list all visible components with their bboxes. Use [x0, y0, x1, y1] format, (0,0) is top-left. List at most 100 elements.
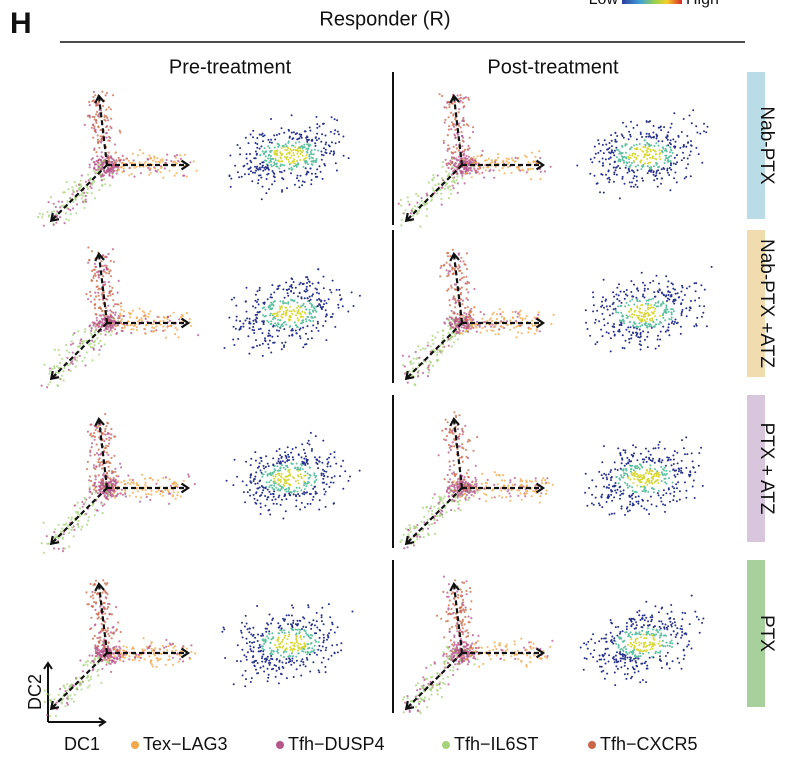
cell-point: [67, 368, 70, 371]
density-point: [631, 313, 634, 316]
density-point: [632, 324, 634, 327]
density-point: [314, 142, 317, 145]
cell-point: [120, 466, 123, 469]
cell-point: [114, 303, 117, 306]
density-point: [667, 160, 670, 163]
density-point: [281, 160, 284, 163]
cell-point: [488, 170, 491, 173]
density-point: [601, 164, 604, 167]
cell-point: [449, 192, 453, 195]
cell-point: [422, 347, 425, 350]
cell-point: [89, 178, 92, 181]
density-point: [284, 480, 287, 483]
cell-point: [447, 187, 450, 190]
cell-point: [413, 205, 416, 208]
cell-point: [452, 156, 456, 159]
cell-point: [440, 192, 443, 195]
density-point: [295, 486, 298, 489]
density-point: [625, 289, 628, 291]
cell-point: [482, 313, 486, 316]
cell-point: [140, 319, 143, 322]
density-point: [647, 331, 650, 334]
density-point: [650, 319, 653, 322]
cell-point: [139, 172, 142, 175]
density-point: [277, 285, 280, 288]
cell-point: [94, 274, 97, 277]
density-point: [279, 300, 282, 303]
density-point: [255, 471, 258, 474]
cell-point: [428, 363, 431, 366]
cell-point: [447, 288, 450, 291]
density-point: [653, 304, 656, 306]
cell-point: [80, 174, 83, 177]
density-point: [250, 481, 253, 484]
cell-point: [95, 465, 98, 468]
cell-point: [57, 348, 60, 352]
density-point: [688, 309, 691, 312]
density-point: [654, 315, 657, 318]
density-point: [270, 301, 273, 304]
cell-point: [447, 116, 450, 119]
density-point: [252, 326, 255, 328]
density-point: [644, 322, 647, 325]
density-point: [260, 457, 263, 459]
cell-point: [42, 551, 45, 554]
density-point: [318, 298, 321, 301]
density-point: [280, 464, 283, 467]
cell-point: [163, 329, 166, 332]
cell-point: [97, 167, 100, 170]
density-point: [669, 148, 672, 151]
density-point: [612, 166, 615, 169]
cell-point: [109, 275, 113, 278]
density-point: [594, 152, 597, 155]
density-point: [308, 312, 311, 315]
density-point: [294, 324, 297, 327]
cell-point: [422, 371, 425, 375]
density-point: [310, 149, 313, 152]
trajectory-plot: [399, 411, 554, 550]
cell-point: [144, 489, 147, 492]
density-point: [625, 161, 628, 164]
cell-point: [507, 488, 510, 491]
density-point: [280, 315, 283, 318]
density-point: [271, 170, 274, 172]
cell-point: [118, 129, 121, 132]
cell-point: [113, 490, 116, 493]
density-point: [305, 343, 308, 346]
cell-point: [96, 138, 100, 141]
cell-point: [65, 180, 68, 184]
density-point: [325, 339, 328, 342]
density-point: [332, 150, 335, 153]
cell-point: [120, 481, 123, 484]
cell-point: [95, 104, 98, 107]
density-point: [615, 173, 618, 176]
density-point: [293, 158, 296, 161]
cell-point: [93, 147, 96, 150]
cell-point: [97, 294, 100, 297]
density-point: [289, 156, 292, 159]
density-point: [333, 456, 336, 459]
density-point: [667, 326, 670, 329]
cell-point: [67, 527, 70, 530]
cell-point: [90, 279, 94, 283]
density-point: [673, 112, 676, 115]
density-point: [623, 156, 626, 158]
cell-point: [519, 478, 522, 481]
cell-point: [97, 158, 100, 161]
cell-point: [456, 182, 459, 185]
cell-point: [100, 260, 103, 263]
cell-point: [59, 206, 62, 209]
density-point: [262, 320, 265, 323]
density-point: [670, 318, 673, 321]
density-point: [287, 301, 290, 304]
cell-point: [495, 317, 498, 321]
density-point: [636, 169, 639, 172]
density-point: [261, 475, 264, 478]
cell-point: [101, 183, 104, 186]
density-point: [279, 467, 282, 470]
density-point: [268, 473, 271, 475]
cell-point: [81, 525, 84, 528]
density-point: [667, 171, 669, 174]
density-point: [312, 153, 315, 156]
cell-point: [445, 164, 449, 167]
